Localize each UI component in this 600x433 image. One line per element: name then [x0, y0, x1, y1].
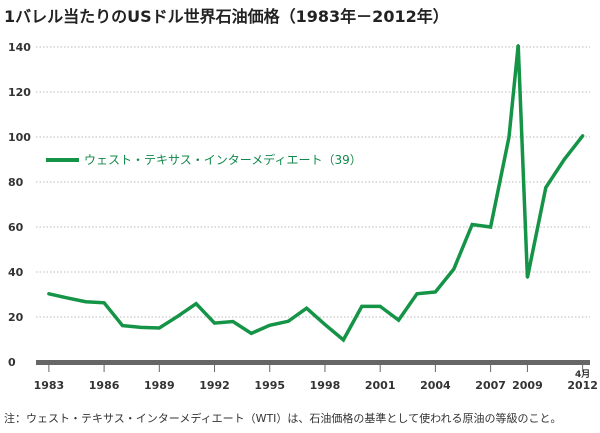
data-point	[526, 276, 529, 279]
data-point	[84, 300, 87, 303]
data-point	[378, 305, 382, 308]
x-tick-label: 1983	[34, 379, 65, 392]
x-tick-label: 1989	[144, 379, 175, 392]
data-point	[121, 324, 124, 327]
x-tick-label: 2001	[365, 379, 396, 392]
y-tick-label: 40	[8, 266, 24, 279]
legend-label: ウェスト・テキサス・インターメディエート（39）	[84, 152, 362, 167]
data-point	[415, 292, 419, 296]
y-tick-label: 140	[8, 41, 31, 54]
data-point	[66, 296, 69, 300]
x-tick-label: 1998	[310, 379, 341, 392]
data-point	[213, 321, 216, 325]
data-point	[360, 305, 363, 308]
x-tick-label: 1992	[199, 379, 230, 392]
grid	[36, 46, 590, 318]
data-point	[47, 292, 51, 296]
data-point	[194, 302, 198, 305]
data-point	[158, 326, 161, 330]
series-layer	[47, 44, 585, 343]
footnote: 注：ウェスト・テキサス・インターメディエート（WTI）は、石油価格の基準として使…	[4, 412, 562, 425]
data-point	[581, 134, 584, 138]
x-axis-line	[36, 360, 590, 365]
data-point	[489, 225, 492, 229]
x-tick-label: 1986	[89, 379, 120, 392]
data-point	[139, 326, 143, 329]
y-tick-label: 120	[8, 86, 31, 99]
data-point	[102, 301, 106, 305]
data-point	[250, 332, 253, 335]
data-point	[323, 323, 327, 326]
data-point	[544, 186, 548, 189]
data-point	[471, 223, 474, 226]
data-point	[507, 135, 511, 139]
data-point	[286, 320, 290, 323]
x-tick-label: 2004	[420, 379, 451, 392]
x-tick-sublabel: 4月	[575, 369, 590, 380]
data-point	[517, 44, 520, 47]
data-point	[434, 290, 437, 294]
legend: ウェスト・テキサス・インターメディエート（39）	[46, 152, 362, 167]
y-tick-label: 100	[8, 131, 31, 144]
y-tick-label: 20	[8, 311, 24, 324]
x-tick-label: 2012	[567, 379, 598, 392]
data-point	[342, 338, 345, 342]
y-tick-label: 60	[8, 221, 24, 234]
data-point	[231, 320, 235, 323]
x-tick-label: 2007	[475, 379, 506, 392]
x-tick-label: 1995	[254, 379, 285, 392]
chart-title: 1バレル当たりのUSドル世界石油価格（1983年－2012年）	[4, 7, 449, 26]
x-tick-label: 2009	[512, 379, 543, 392]
data-point	[563, 158, 566, 161]
data-point	[452, 267, 456, 271]
data-point	[268, 324, 271, 327]
y-tick-label: 80	[8, 176, 24, 189]
data-point	[397, 318, 400, 322]
series-line	[47, 45, 585, 343]
axes: 0 20 40 60 80 100 120 140 1983 1986 1989 1992 1995 19…	[8, 41, 598, 392]
data-point	[305, 307, 308, 310]
data-point	[176, 315, 179, 318]
y-tick-label: 0	[8, 356, 16, 369]
